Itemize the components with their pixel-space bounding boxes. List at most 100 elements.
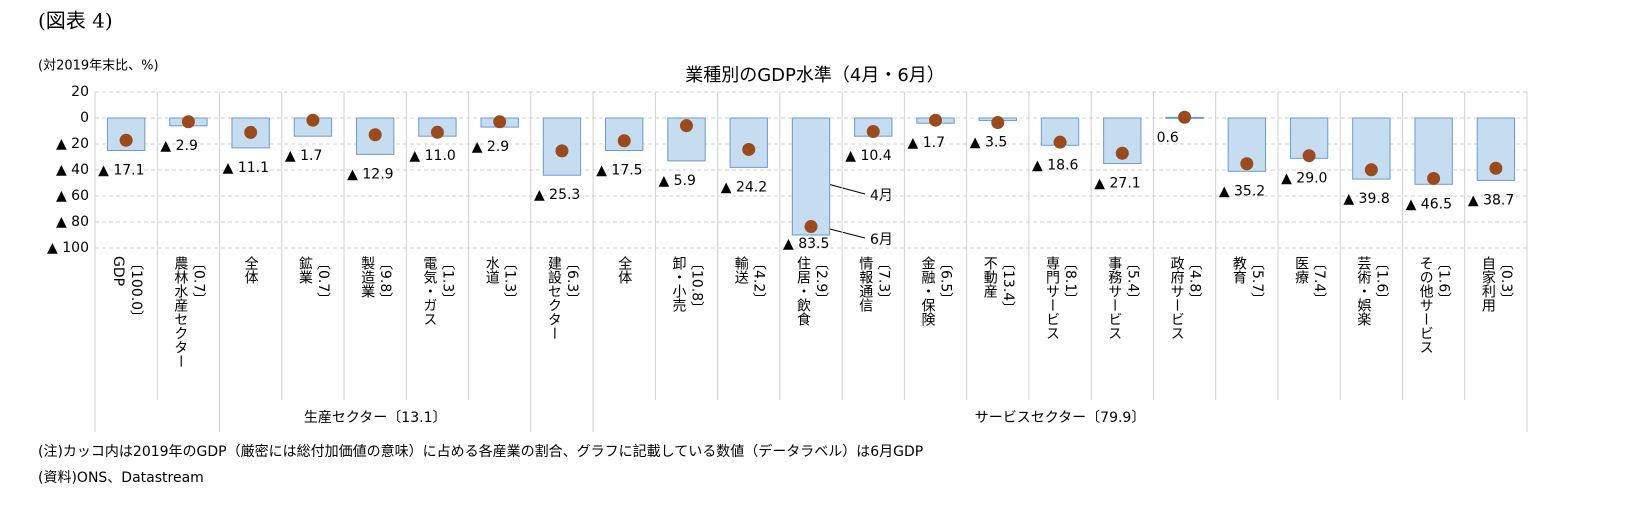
dot — [493, 115, 507, 129]
x-tick-label: 水道 — [484, 256, 500, 285]
source: (資料)ONS、Datastream — [38, 470, 204, 486]
chart-title: 業種別のGDP水準（4月・6月） — [685, 65, 945, 86]
y-tick-label: ▲ 60 — [56, 188, 89, 204]
x-tick-label: 事務サービス — [1106, 256, 1122, 340]
x-tick-share: 〔1.6〕 — [1436, 256, 1452, 306]
data-label: ▲ 12.9 — [347, 166, 393, 182]
x-tick-label: 金融・保険 — [920, 256, 936, 326]
y-tick-label: ▲ 100 — [47, 240, 89, 256]
x-tick-label: 医療 — [1293, 256, 1309, 284]
dot — [866, 125, 880, 139]
annotation: 6月 — [870, 232, 893, 248]
x-tick-share: 〔1.3〕 — [439, 256, 455, 306]
data-label: ▲ 25.3 — [534, 187, 580, 203]
figure-label: (図表 4) — [38, 9, 113, 33]
dot — [991, 116, 1005, 130]
x-tick-share: 〔7.4〕 — [1311, 256, 1327, 306]
data-label: ▲ 29.0 — [1281, 170, 1327, 186]
data-label: ▲ 18.6 — [1032, 157, 1078, 173]
y-tick-label: ▲ 80 — [56, 214, 89, 230]
x-tick-label: 製造業 — [359, 256, 375, 298]
x-tick-share: 〔6.5〕 — [938, 256, 954, 306]
dot — [617, 134, 631, 148]
x-tick-label: その他サービス — [1418, 256, 1434, 354]
x-tick-label: 農林水産セクター — [172, 256, 188, 368]
x-tick-share: 〔7.3〕 — [875, 256, 891, 306]
bar — [791, 117, 831, 236]
x-tick-label: 専門サービス — [1044, 256, 1060, 340]
x-tick-share: 〔4.2〕 — [751, 256, 767, 306]
x-tick-share: 〔10.8〕 — [688, 256, 704, 315]
dot — [1427, 171, 1441, 185]
data-label: ▲ 10.4 — [845, 148, 891, 164]
data-label: ▲ 27.1 — [1094, 176, 1140, 192]
y-tick-label: ▲ 20 — [56, 136, 89, 152]
data-label: ▲ 83.5 — [783, 236, 829, 252]
x-tick-share: 〔9.8〕 — [377, 256, 393, 306]
y-tick-label: 0 — [80, 110, 89, 126]
x-tick-label: 鉱業 — [297, 255, 313, 284]
x-tick-label: 自家利用 — [1480, 256, 1496, 313]
data-label: ▲ 2.9 — [160, 138, 197, 154]
x-tick-label: 電気・ガス — [421, 256, 437, 326]
x-tick-label: GDP — [110, 256, 126, 286]
data-label: ▲ 1.7 — [908, 135, 945, 151]
dot — [181, 115, 195, 129]
x-tick-label: 教育 — [1231, 256, 1247, 284]
group-label: サービスセクター〔79.9〕 — [975, 410, 1146, 426]
dot — [119, 133, 133, 147]
dot — [555, 144, 569, 158]
dot — [244, 125, 258, 139]
data-label: ▲ 35.2 — [1219, 183, 1265, 199]
x-tick-label: 卸・小売 — [670, 256, 686, 313]
data-label: ▲ 46.5 — [1406, 196, 1452, 212]
dot — [1053, 135, 1067, 149]
dot — [306, 113, 320, 127]
y-tick-label: 20 — [71, 84, 89, 100]
dot — [1302, 149, 1316, 163]
bar — [729, 117, 768, 168]
group-label: 生産セクター〔13.1〕 — [304, 410, 447, 426]
x-tick-label: 政府サービス — [1169, 256, 1185, 340]
x-tick-share: 〔1.3〕 — [502, 256, 518, 306]
x-tick-share: 〔0.7〕 — [315, 256, 331, 306]
x-tick-label: 不動産 — [982, 256, 998, 299]
x-tick-share: 〔5.7〕 — [1249, 256, 1265, 306]
dot — [368, 128, 382, 142]
x-tick-share: 〔6.3〕 — [564, 256, 580, 306]
data-label: ▲ 11.1 — [223, 160, 269, 176]
data-label: ▲ 11.0 — [409, 148, 455, 164]
dot — [1178, 110, 1192, 124]
data-label: ▲ 38.7 — [1468, 192, 1514, 208]
x-tick-share: 〔5.4〕 — [1124, 256, 1140, 306]
x-tick-share: 〔0.3〕 — [1498, 256, 1514, 306]
x-tick-share: 〔2.9〕 — [813, 256, 829, 306]
dot — [804, 220, 818, 234]
dot — [679, 119, 693, 133]
x-tick-share: 〔0.7〕 — [190, 256, 206, 306]
x-tick-share: 〔1.6〕 — [1373, 256, 1389, 306]
x-tick-label: 輸送 — [733, 256, 749, 285]
note: (注)カッコ内は2019年のGDP（厳密には総付加価値の意味）に占める各産業の割… — [38, 443, 923, 460]
data-label: ▲ 1.7 — [285, 148, 322, 164]
unit-label: (対2019年末比、%) — [38, 59, 159, 74]
dot — [430, 125, 444, 139]
x-tick-share: 〔13.4〕 — [1000, 256, 1016, 315]
y-tick-label: ▲ 40 — [56, 162, 89, 178]
data-label: ▲ 17.5 — [596, 163, 642, 179]
x-tick-label: 建設セクター — [546, 256, 562, 340]
data-label: ▲ 3.5 — [970, 135, 1007, 151]
x-tick-label: 住居・飲食 — [795, 256, 811, 326]
data-label: ▲ 17.1 — [98, 163, 144, 179]
x-tick-share: 〔8.1〕 — [1062, 256, 1078, 306]
x-tick-label: 芸術・娯楽 — [1355, 256, 1371, 326]
dot — [1364, 163, 1378, 177]
data-label: ▲ 39.8 — [1343, 191, 1389, 207]
x-tick-label: 全体 — [616, 255, 632, 284]
data-label: ▲ 24.2 — [721, 179, 767, 195]
dot — [1489, 161, 1503, 175]
x-tick-share: 〔100.0〕 — [128, 256, 144, 324]
data-label: ▲ 5.9 — [658, 173, 695, 189]
data-label: ▲ 2.9 — [472, 139, 509, 155]
